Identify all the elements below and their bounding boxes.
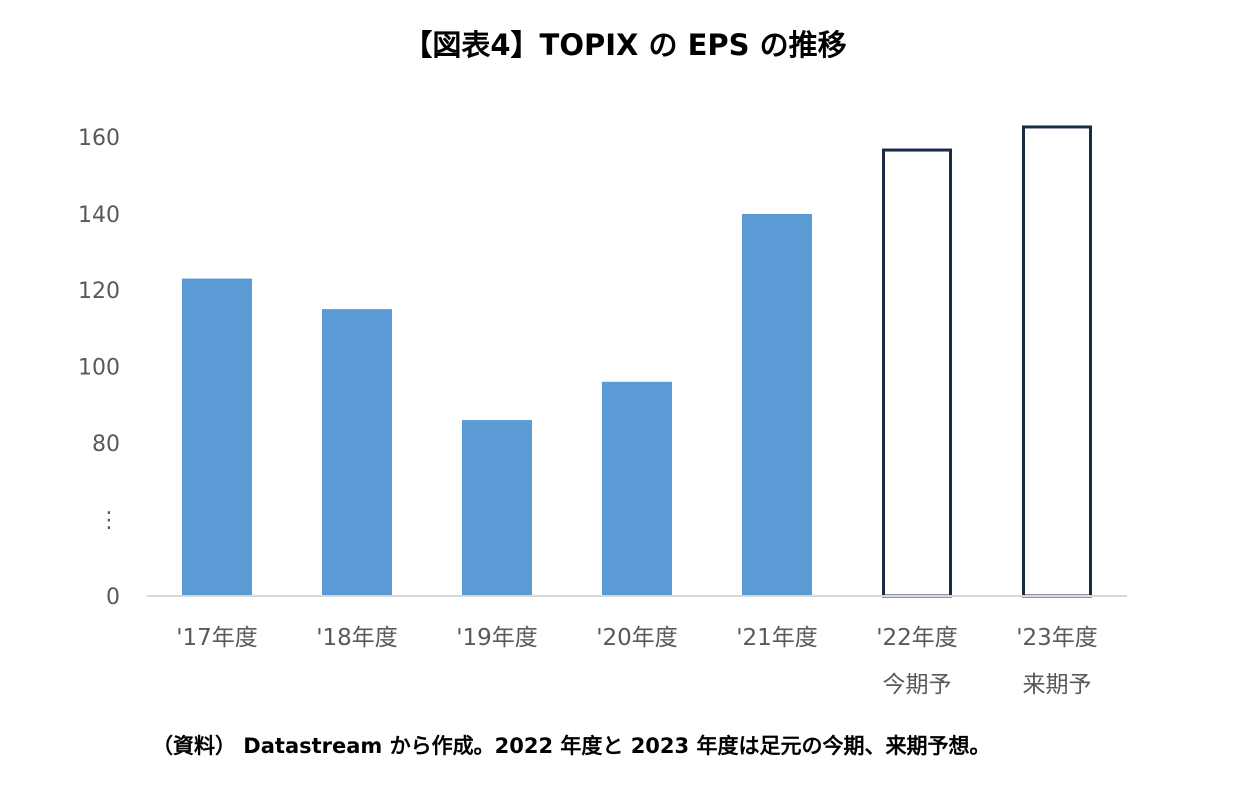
x-category-label: '17年度 xyxy=(176,625,258,651)
y-tick-label: 160 xyxy=(78,126,120,151)
actual-bar xyxy=(462,420,532,596)
x-category-sublabel: 今期予 xyxy=(883,672,952,698)
x-category-label: '20年度 xyxy=(596,625,678,651)
y-axis-break-mark: ⋮ xyxy=(98,508,120,533)
actual-bar xyxy=(182,278,252,596)
actual-bar xyxy=(602,381,672,596)
actual-bar xyxy=(322,309,392,596)
chart-title: 【図表4】TOPIX の EPS の推移 xyxy=(403,28,846,62)
y-tick-label: 140 xyxy=(78,203,120,228)
y-tick-label: 0 xyxy=(106,585,120,610)
y-tick-label: 100 xyxy=(78,356,120,381)
x-category-sublabel: 来期予 xyxy=(1023,672,1092,698)
bars xyxy=(182,125,1092,598)
y-tick-label: 80 xyxy=(92,432,120,457)
forecast-bar xyxy=(1022,125,1092,598)
y-axis-ticks: 0 ⋮ 80 100 120 140 160 xyxy=(78,126,120,610)
x-category-label: '23年度 xyxy=(1016,625,1098,651)
x-category-label: '19年度 xyxy=(456,625,538,651)
source-note: （資料） Datastream から作成。2022 年度と 2023 年度は足元… xyxy=(152,734,990,758)
x-category-label: '21年度 xyxy=(736,625,818,651)
forecast-bar xyxy=(882,148,952,598)
y-tick-label: 120 xyxy=(78,279,120,304)
x-category-label: '22年度 xyxy=(876,625,958,651)
actual-bar xyxy=(742,214,812,596)
x-category-label: '18年度 xyxy=(316,625,398,651)
